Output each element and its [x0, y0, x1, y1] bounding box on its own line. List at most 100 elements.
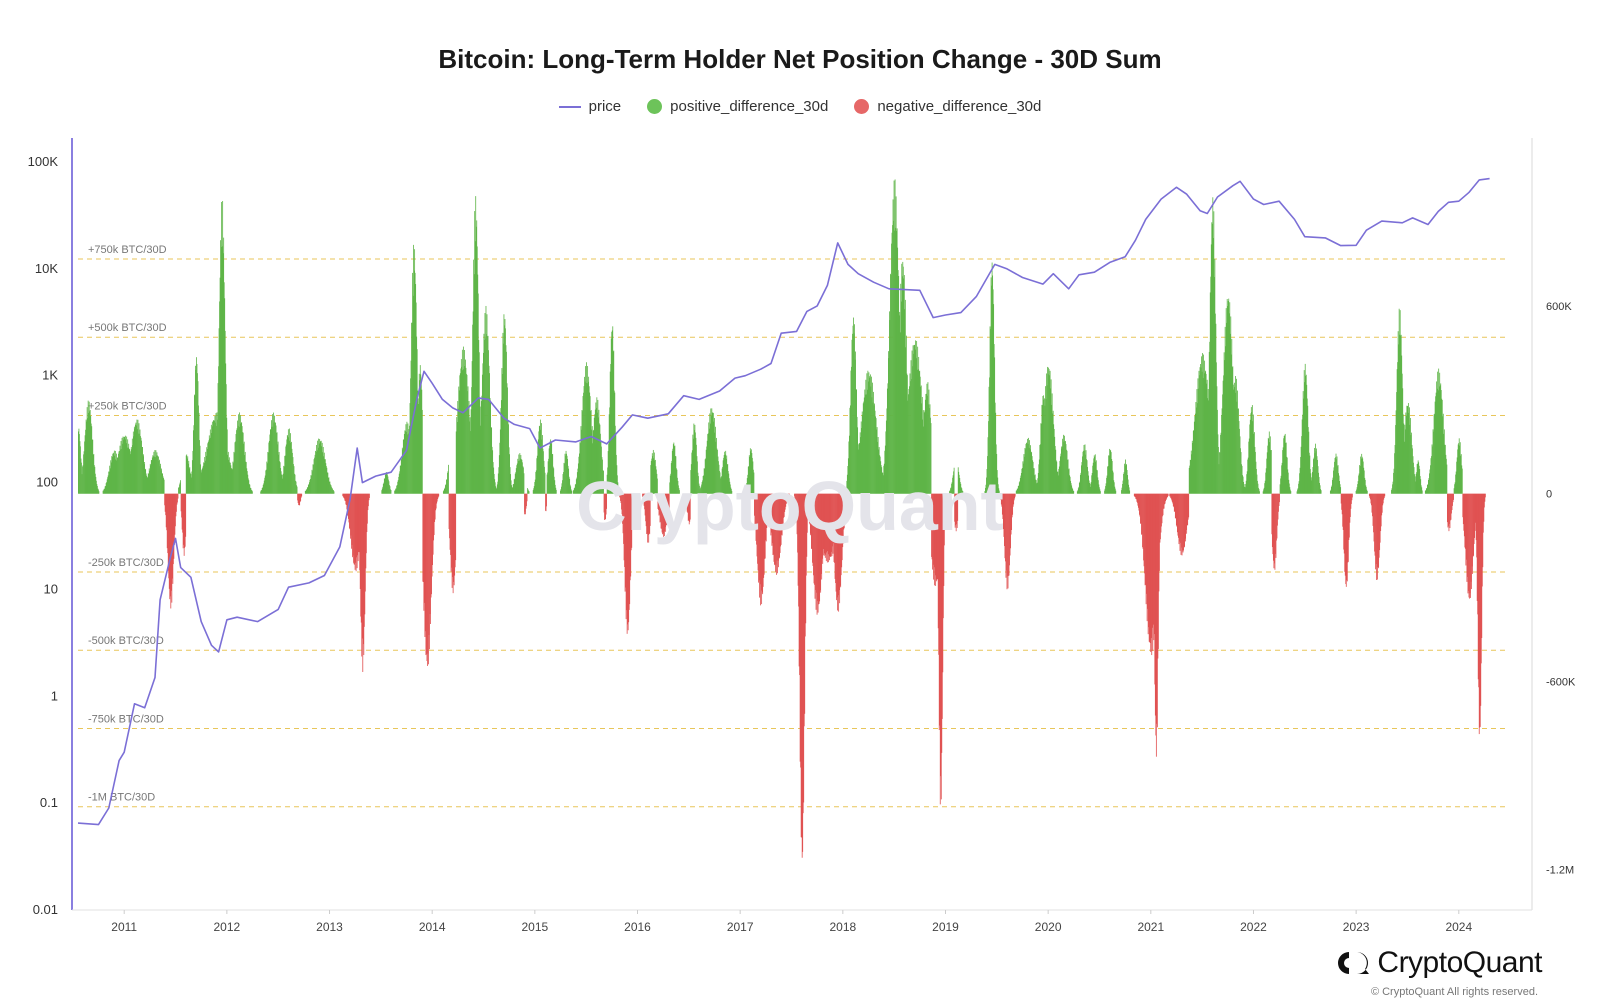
- negative-bar: [1375, 493, 1377, 565]
- positive-bar: [304, 490, 306, 494]
- positive-bar: [855, 389, 857, 494]
- positive-bar: [192, 450, 194, 494]
- positive-bar: [83, 454, 84, 494]
- negative-bar: [1012, 493, 1014, 507]
- positive-bar: [466, 374, 468, 494]
- positive-bar: [1243, 484, 1245, 494]
- positive-bar: [224, 298, 226, 494]
- reference-label: -250k BTC/30D: [88, 557, 164, 569]
- negative-bar: [804, 493, 806, 637]
- negative-bar: [1154, 493, 1156, 716]
- negative-bar: [1165, 493, 1167, 501]
- negative-bar: [837, 493, 838, 611]
- negative-bar: [1451, 493, 1453, 511]
- positive-bar: [394, 490, 396, 494]
- positive-bar: [81, 462, 82, 494]
- negative-bar: [1161, 493, 1162, 527]
- positive-bar: [1254, 446, 1256, 494]
- negative-bar: [668, 493, 670, 509]
- positive-bar: [650, 460, 652, 494]
- positive-bar: [283, 466, 285, 494]
- positive-bar: [1094, 454, 1096, 494]
- negative-bar: [434, 493, 436, 522]
- negative-bar: [453, 493, 455, 582]
- positive-bar: [268, 442, 270, 494]
- positive-bar: [727, 464, 729, 494]
- positive-bar: [885, 431, 887, 494]
- positive-bar: [864, 389, 866, 494]
- positive-bar: [1093, 455, 1095, 494]
- positive-bar: [1023, 463, 1024, 494]
- positive-bar: [1414, 474, 1415, 494]
- positive-bar: [197, 381, 199, 494]
- positive-bar: [305, 490, 307, 494]
- positive-bar: [748, 466, 750, 494]
- positive-bar: [1032, 460, 1034, 494]
- negative-bar: [525, 493, 527, 509]
- positive-bar: [411, 322, 412, 494]
- positive-bar: [594, 414, 596, 494]
- positive-bar: [573, 489, 575, 494]
- positive-bar: [1314, 453, 1316, 494]
- negative-bar: [936, 493, 938, 580]
- negative-bar: [354, 493, 356, 570]
- positive-bar: [129, 451, 131, 494]
- positive-bar: [727, 471, 729, 494]
- legend-item-price[interactable]: price: [558, 98, 621, 115]
- positive-bar: [462, 370, 464, 494]
- negative-bar: [1001, 493, 1003, 507]
- positive-bar: [921, 396, 923, 494]
- positive-bar: [1301, 419, 1303, 494]
- negative-bar: [1272, 493, 1274, 561]
- positive-bar: [1122, 480, 1124, 494]
- positive-bar: [1238, 408, 1239, 494]
- positive-bar: [721, 476, 722, 494]
- positive-bar: [712, 413, 714, 494]
- negative-bar: [805, 493, 807, 576]
- positive-bar: [1255, 451, 1256, 494]
- negative-bar: [754, 493, 755, 516]
- negative-bar: [355, 493, 357, 563]
- negative-bar: [1170, 493, 1172, 499]
- positive-bar: [720, 477, 722, 494]
- negative-bar: [165, 493, 167, 516]
- positive-bar: [677, 480, 679, 494]
- positive-bar: [1213, 277, 1215, 494]
- positive-bar: [1242, 475, 1243, 494]
- positive-bar: [1027, 438, 1028, 494]
- negative-bar: [1178, 493, 1179, 538]
- negative-bar: [350, 493, 352, 536]
- positive-bar: [1017, 488, 1019, 494]
- positive-bar: [565, 455, 566, 494]
- legend-item-positive[interactable]: positive_difference_30d: [647, 98, 828, 115]
- positive-bar: [93, 453, 95, 494]
- negative-bar: [1166, 493, 1168, 499]
- negative-bar: [798, 493, 799, 607]
- positive-bar: [106, 479, 108, 494]
- negative-bar: [452, 493, 454, 594]
- positive-bar: [532, 490, 534, 494]
- negative-bar: [1368, 493, 1370, 497]
- positive-bar: [1110, 452, 1112, 494]
- positive-bar: [384, 478, 386, 494]
- positive-bar: [141, 447, 143, 494]
- negative-bar: [821, 493, 823, 580]
- positive-bar: [1193, 429, 1195, 494]
- positive-bar: [918, 371, 920, 494]
- negative-bar: [1156, 493, 1158, 728]
- positive-bar: [992, 275, 994, 494]
- positive-bar: [1410, 417, 1411, 494]
- positive-bar: [1218, 446, 1219, 494]
- negative-bar: [362, 493, 364, 672]
- positive-bar: [595, 402, 597, 494]
- positive-bar: [473, 274, 475, 494]
- negative-bar: [346, 493, 348, 512]
- positive-bar: [109, 465, 111, 494]
- legend-item-negative[interactable]: negative_difference_30d: [854, 98, 1041, 115]
- negative-bar: [1471, 493, 1473, 567]
- positive-bar: [217, 383, 219, 494]
- positive-bar: [214, 420, 215, 494]
- positive-bar: [699, 485, 700, 494]
- positive-bar: [239, 412, 240, 494]
- positive-bar: [1230, 354, 1232, 494]
